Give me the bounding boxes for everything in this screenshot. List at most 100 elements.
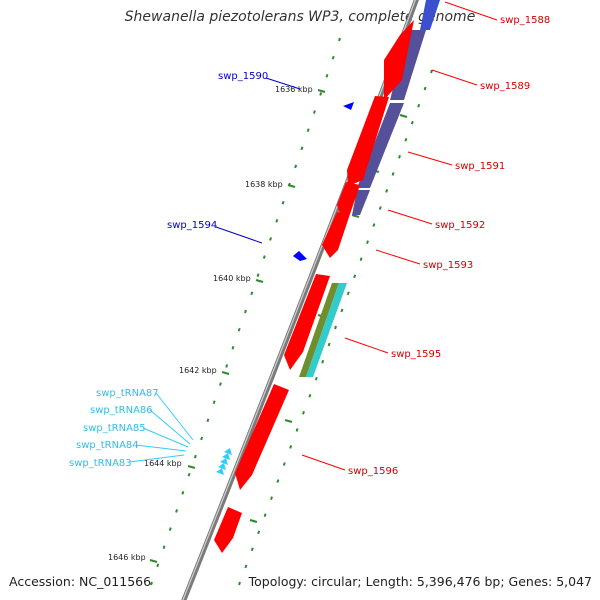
- leader-line: [128, 454, 185, 463]
- minor-tick: [312, 110, 316, 114]
- blast-hit-bar: [352, 190, 370, 215]
- minor-tick: [346, 291, 350, 296]
- gene-label-swp_1595[interactable]: swp_1595: [391, 349, 441, 360]
- minor-tick: [256, 273, 260, 278]
- trna-arrow: [222, 453, 230, 460]
- minor-tick: [270, 496, 273, 500]
- gene-label-swp_1588[interactable]: swp_1588: [500, 15, 550, 26]
- gene-label-swp_1592[interactable]: swp_1592: [435, 220, 485, 231]
- minor-tick: [331, 55, 335, 60]
- gene-label-swp_1590[interactable]: swp_1590: [218, 71, 268, 82]
- minor-tick: [244, 564, 248, 569]
- cds-swp_1591-arrow: [337, 182, 360, 214]
- leader-line: [265, 77, 301, 90]
- major-tick: [287, 183, 296, 189]
- minor-tick: [327, 342, 331, 347]
- minor-tick: [200, 436, 204, 441]
- major-tick: [351, 213, 360, 219]
- minor-tick: [262, 255, 266, 259]
- minor-tick: [353, 274, 357, 279]
- major-tick: [399, 113, 408, 119]
- gene-label-swp_tRNA85[interactable]: swp_tRNA85: [83, 423, 146, 434]
- trna-labels: swp_tRNA87 swp_tRNA86 swp_tRNA85 swp_tRN…: [69, 388, 194, 469]
- major-tick: [187, 464, 196, 470]
- gene-label-swp_tRNA86[interactable]: swp_tRNA86: [90, 405, 153, 416]
- minor-tick: [237, 327, 241, 332]
- gene-label-swp_tRNA83[interactable]: swp_tRNA83: [69, 458, 132, 469]
- major-tick: [149, 558, 158, 564]
- minor-tick: [366, 240, 369, 244]
- cds-swp_1596-arrow: [235, 384, 289, 490]
- blast-hit-bar-green: [299, 283, 339, 377]
- minor-ticks: [150, 37, 433, 586]
- minor-tick: [162, 545, 166, 550]
- trna-cluster: [216, 448, 232, 475]
- minor-tick: [417, 103, 421, 108]
- gene-label-swp_tRNA87[interactable]: swp_tRNA87: [96, 388, 159, 399]
- gene-label-swp_1593[interactable]: swp_1593: [423, 260, 473, 271]
- minor-tick: [295, 428, 299, 432]
- minor-tick: [404, 137, 408, 142]
- minor-tick: [378, 206, 382, 210]
- minor-tick: [391, 172, 395, 176]
- kbp-label-1646: 1646 kbp: [108, 553, 146, 562]
- leader-line: [444, 1, 498, 21]
- kbp-label-1638: 1638 kbp: [245, 180, 283, 189]
- minor-tick: [334, 325, 337, 330]
- minor-tick: [340, 308, 344, 313]
- leader-line: [344, 337, 389, 354]
- leader-line: [149, 409, 191, 445]
- minor-tick: [338, 37, 341, 42]
- gene-label-swp_1591[interactable]: swp_1591: [455, 161, 505, 172]
- cds-swp_1592-arrow: [322, 212, 350, 258]
- minor-tick: [156, 563, 160, 568]
- minor-tick: [187, 472, 191, 477]
- minor-tick: [300, 146, 304, 151]
- minor-tick: [225, 364, 229, 368]
- minor-tick: [398, 155, 401, 159]
- minor-tick: [168, 527, 172, 531]
- minor-tick: [263, 513, 267, 518]
- leader-line: [155, 392, 194, 441]
- minor-tick: [410, 120, 414, 125]
- gene-label-swp_1596[interactable]: swp_1596: [348, 466, 398, 477]
- trna-arrow: [224, 448, 232, 455]
- leader-line: [135, 444, 187, 452]
- leader-line: [375, 249, 421, 265]
- leader-line: [407, 151, 453, 166]
- minor-tick: [181, 491, 185, 495]
- accession-text: Accession: NC_011566: [9, 574, 152, 589]
- major-tick: [255, 278, 264, 284]
- minor-tick: [306, 128, 310, 132]
- minor-tick: [314, 376, 318, 381]
- minor-tick: [244, 309, 247, 314]
- minor-tick: [275, 219, 279, 223]
- kbp-label-1642: 1642 kbp: [179, 366, 217, 375]
- major-tick: [317, 88, 326, 94]
- minor-tick: [423, 86, 427, 91]
- right-gene-labels: swp_1588 swp_1589 swp_1591 swp_1592 swp_…: [301, 1, 550, 477]
- minor-tick: [276, 479, 280, 483]
- leader-line: [215, 226, 263, 244]
- minor-tick: [231, 345, 235, 350]
- minor-tick: [175, 509, 179, 513]
- cds-swp_1594-arrow: [293, 251, 307, 261]
- minor-tick: [302, 411, 305, 415]
- minor-tick: [289, 445, 293, 449]
- cds-swp_1595-arrow: [284, 274, 330, 370]
- gene-label-swp_1589[interactable]: swp_1589: [480, 81, 530, 92]
- gene-label-swp_tRNA84[interactable]: swp_tRNA84: [76, 440, 139, 451]
- gene-label-swp_1594[interactable]: swp_1594: [167, 220, 217, 231]
- cds-swp_1588-arrow: [384, 20, 414, 100]
- minor-tick: [308, 393, 312, 398]
- minor-tick: [218, 382, 222, 386]
- minor-tick: [321, 359, 325, 364]
- trna-arrow: [218, 463, 226, 470]
- cds-arrow: [214, 507, 242, 553]
- minor-tick: [385, 189, 389, 193]
- kbp-label-1640: 1640 kbp: [213, 274, 251, 283]
- minor-tick: [238, 581, 241, 586]
- minor-tick: [193, 454, 197, 459]
- leader-line: [387, 209, 433, 225]
- blast-hit-bar-cyan: [306, 283, 347, 377]
